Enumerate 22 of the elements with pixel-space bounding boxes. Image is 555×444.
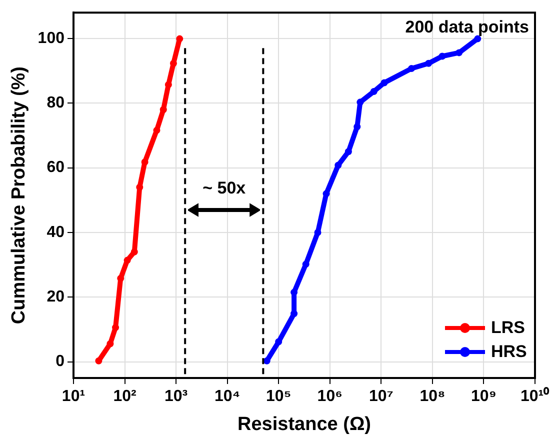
x-axis-title: Resistance (Ω) <box>237 414 372 435</box>
legend-label: LRS <box>491 318 525 338</box>
y-tick-label: 60 <box>46 159 65 176</box>
x-tick-label: 10⁴ <box>214 388 240 406</box>
y-axis-title: Cummulative Probability (%) <box>8 66 30 324</box>
x-tick-label: 10¹⁰ <box>520 387 550 406</box>
y-tick-label: 20 <box>46 288 65 306</box>
x-tick-label: 10⁶ <box>317 388 342 406</box>
y-tick-label: 40 <box>46 224 65 241</box>
x-tick-label: 10⁵ <box>266 388 292 406</box>
y-tick-label: 80 <box>46 94 65 112</box>
x-tick-label: 10² <box>113 388 136 406</box>
x-tick-label: 10⁷ <box>368 388 394 406</box>
x-tick-label: 10⁹ <box>471 388 496 406</box>
legend-label: HRS <box>491 342 527 362</box>
x-tick-label: 10¹ <box>62 388 86 406</box>
annotation: ~ 50x <box>202 178 246 198</box>
x-tick-label: 10³ <box>164 388 188 406</box>
annotation: 200 data points <box>405 18 529 37</box>
y-tick-label: 0 <box>56 353 65 370</box>
y-tick-label: 100 <box>38 30 65 47</box>
x-tick-label: 10⁸ <box>420 388 446 406</box>
